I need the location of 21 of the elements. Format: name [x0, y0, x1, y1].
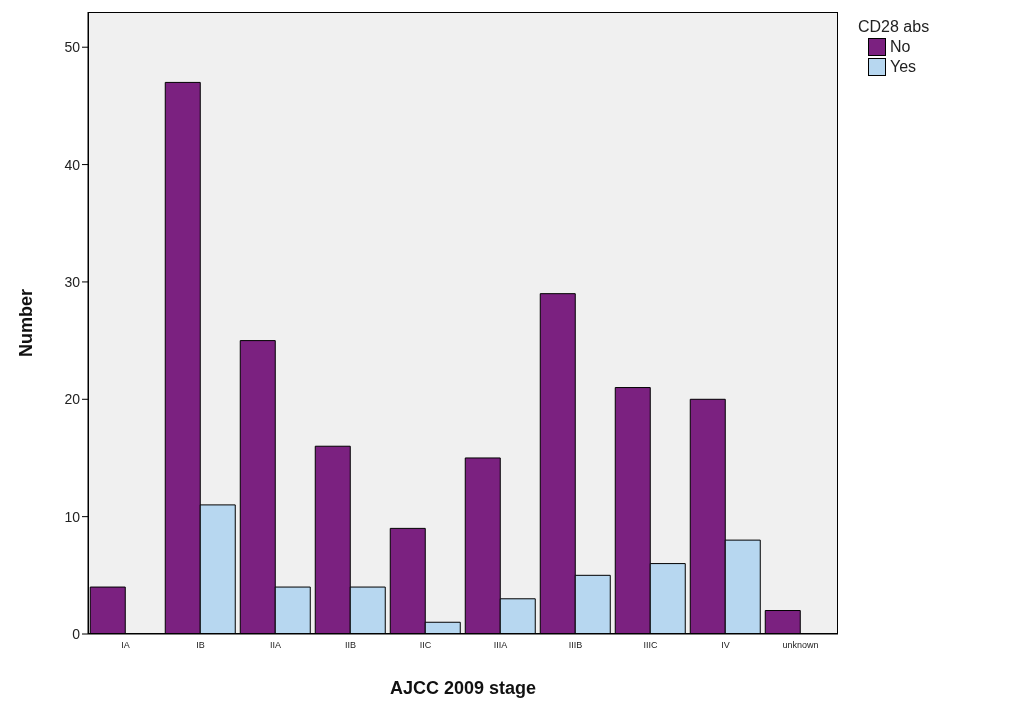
x-tick-label: IA [121, 640, 130, 651]
x-tick-label: unknown [782, 640, 819, 651]
x-tick-label: IV [721, 640, 730, 651]
legend-label: Yes [890, 58, 917, 76]
y-tick-label: 40 [64, 156, 81, 173]
x-tick-label: IIB [344, 640, 357, 651]
x-axis-title: AJCC 2009 stage [389, 678, 537, 698]
x-tick-label: IIA [269, 640, 282, 651]
x-tick-label: IB [196, 640, 205, 651]
y-tick-label: 30 [64, 273, 81, 290]
x-tick-label: IIIB [568, 640, 583, 651]
legend-title: CD28 abs [858, 18, 930, 36]
x-tick-label: IIIA [493, 640, 508, 651]
x-tick-label: IIC [419, 640, 432, 651]
y-tick-label: 0 [72, 625, 81, 642]
y-axis-title: Number [16, 288, 37, 358]
y-tick-label: 10 [64, 508, 81, 525]
y-tick-label: 20 [64, 391, 81, 408]
x-tick-label: IIIC [643, 640, 658, 651]
legend-label: No [890, 38, 911, 56]
y-tick-label: 50 [64, 39, 81, 56]
